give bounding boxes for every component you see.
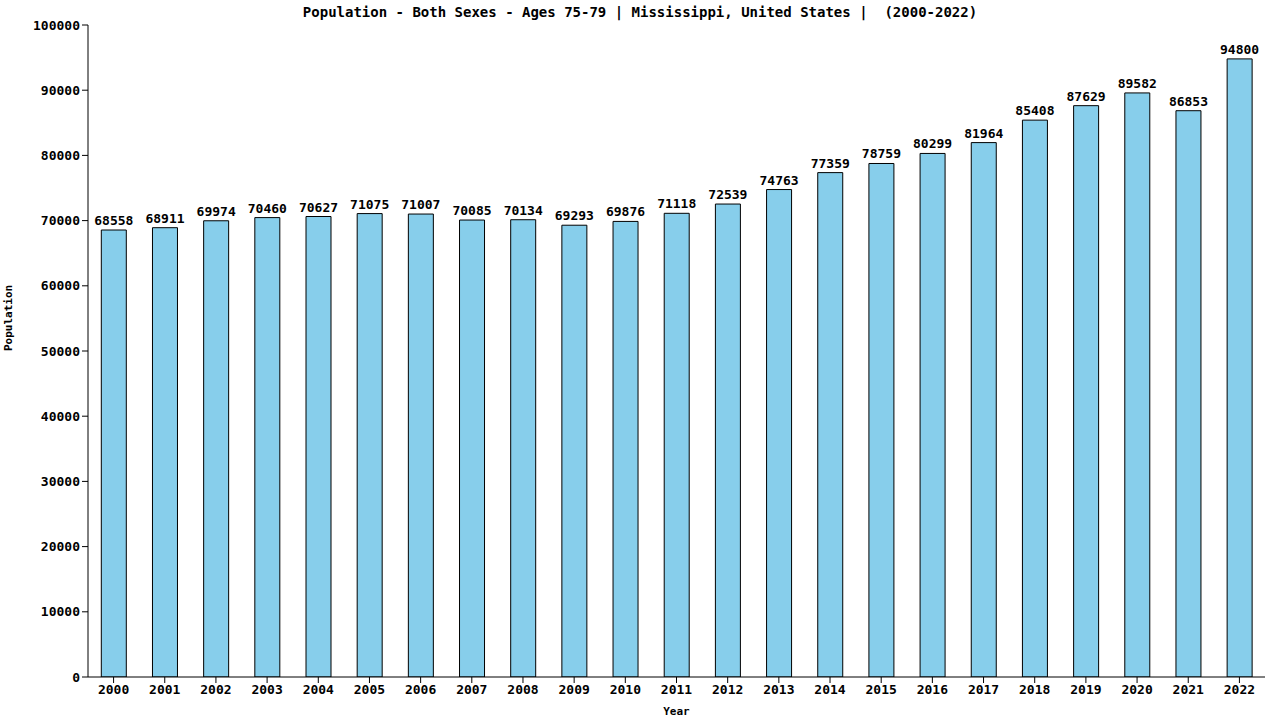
svg-text:2017: 2017 xyxy=(968,682,999,697)
svg-text:2014: 2014 xyxy=(814,682,845,697)
svg-text:2008: 2008 xyxy=(507,682,538,697)
svg-text:Year: Year xyxy=(663,705,690,718)
svg-text:40000: 40000 xyxy=(41,409,80,424)
svg-text:85408: 85408 xyxy=(1015,103,1054,118)
svg-text:2019: 2019 xyxy=(1070,682,1101,697)
svg-text:69974: 69974 xyxy=(197,204,236,219)
svg-text:2004: 2004 xyxy=(303,682,334,697)
svg-text:70000: 70000 xyxy=(41,213,80,228)
svg-text:72539: 72539 xyxy=(708,187,747,202)
svg-text:87629: 87629 xyxy=(1067,89,1106,104)
svg-text:2007: 2007 xyxy=(456,682,487,697)
svg-text:60000: 60000 xyxy=(41,278,80,293)
svg-text:68911: 68911 xyxy=(145,211,184,226)
svg-text:90000: 90000 xyxy=(41,83,80,98)
svg-text:50000: 50000 xyxy=(41,344,80,359)
svg-text:78759: 78759 xyxy=(862,146,901,161)
svg-text:70460: 70460 xyxy=(248,201,287,216)
svg-text:100000: 100000 xyxy=(33,18,80,33)
svg-text:71075: 71075 xyxy=(350,197,389,212)
svg-text:2015: 2015 xyxy=(866,682,897,697)
svg-text:68558: 68558 xyxy=(94,213,133,228)
svg-text:2018: 2018 xyxy=(1019,682,1050,697)
svg-text:2012: 2012 xyxy=(712,682,743,697)
svg-text:69876: 69876 xyxy=(606,204,645,219)
svg-text:80000: 80000 xyxy=(41,148,80,163)
svg-text:2000: 2000 xyxy=(98,682,129,697)
svg-text:80299: 80299 xyxy=(913,136,952,151)
svg-text:2009: 2009 xyxy=(558,682,589,697)
svg-text:77359: 77359 xyxy=(811,156,850,171)
svg-text:69293: 69293 xyxy=(555,208,594,223)
html-text:Population - Both Sexes - Ages: Population - Both Sexes - Ages 75-79 | M… xyxy=(302,4,978,20)
svg-text:70134: 70134 xyxy=(504,203,543,218)
svg-text:74763: 74763 xyxy=(759,173,798,188)
svg-text:20000: 20000 xyxy=(41,539,80,554)
svg-text:81964: 81964 xyxy=(964,126,1003,141)
svg-text:89582: 89582 xyxy=(1118,76,1157,91)
svg-text:2013: 2013 xyxy=(763,682,794,697)
svg-text:2022: 2022 xyxy=(1224,682,1255,697)
svg-text:94800: 94800 xyxy=(1220,42,1259,57)
svg-text:2021: 2021 xyxy=(1173,682,1204,697)
svg-text:Population: Population xyxy=(8,285,15,351)
svg-text:2010: 2010 xyxy=(610,682,641,697)
svg-text:2020: 2020 xyxy=(1121,682,1152,697)
svg-text:2001: 2001 xyxy=(149,682,180,697)
svg-text:71118: 71118 xyxy=(657,196,696,211)
svg-text:70627: 70627 xyxy=(299,200,338,215)
svg-text:0: 0 xyxy=(72,670,80,685)
svg-text:2011: 2011 xyxy=(661,682,692,697)
svg-text:2006: 2006 xyxy=(405,682,436,697)
svg-text:10000: 10000 xyxy=(41,604,80,619)
svg-text:2003: 2003 xyxy=(251,682,282,697)
svg-text:70085: 70085 xyxy=(452,203,491,218)
svg-text:2002: 2002 xyxy=(200,682,231,697)
svg-text:2016: 2016 xyxy=(917,682,948,697)
svg-text:2005: 2005 xyxy=(354,682,385,697)
svg-text:30000: 30000 xyxy=(41,474,80,489)
svg-text:86853: 86853 xyxy=(1169,94,1208,109)
svg-text:71007: 71007 xyxy=(401,197,440,212)
